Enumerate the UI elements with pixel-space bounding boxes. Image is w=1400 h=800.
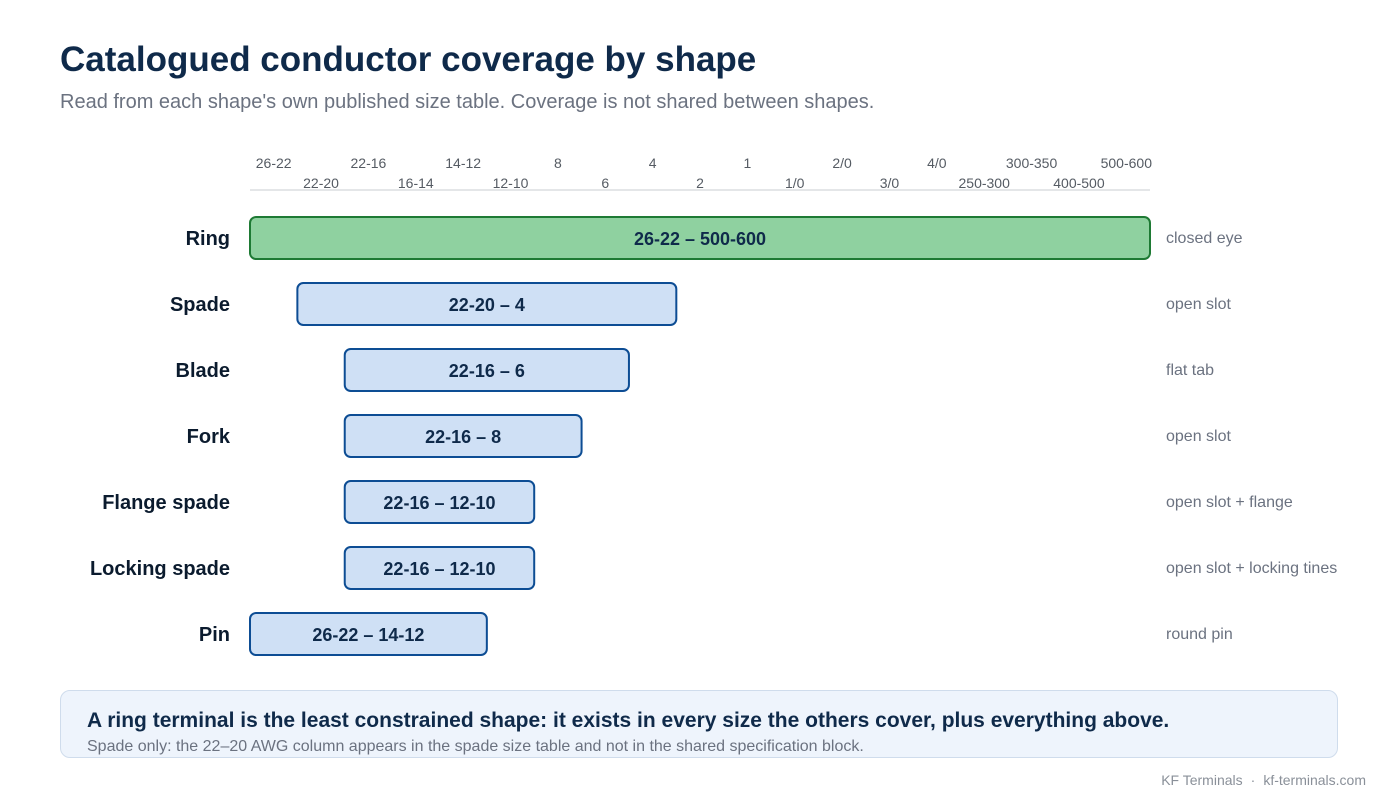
size-tick-label: 1/0	[785, 175, 805, 191]
size-tick-label: 12-10	[493, 175, 529, 191]
range-label: 22-16 – 8	[425, 427, 501, 447]
shape-label: Blade	[176, 360, 230, 382]
shape-note: flat tab	[1166, 362, 1214, 379]
size-tick-label: 2	[696, 175, 704, 191]
range-label: 26-22 – 14-12	[312, 625, 424, 645]
size-tick-label: 14-12	[445, 155, 481, 171]
shape-note: closed eye	[1166, 230, 1243, 247]
size-tick-label: 22-16	[351, 155, 387, 171]
shape-label: Locking spade	[90, 558, 230, 580]
size-tick-label: 2/0	[832, 155, 852, 171]
shape-label: Ring	[186, 228, 230, 250]
page-title: Catalogued conductor coverage by shape	[60, 40, 757, 79]
size-tick-label: 300-350	[1006, 155, 1058, 171]
coverage-bar	[249, 612, 488, 656]
shape-label: Flange spade	[102, 492, 230, 514]
size-tick-label: 8	[554, 155, 562, 171]
size-tick-label: 4/0	[927, 155, 947, 171]
coverage-bar	[343, 414, 583, 458]
range-label: 22-20 – 4	[449, 295, 525, 315]
range-label: 22-16 – 6	[449, 361, 525, 381]
footer: KF Terminals · kf-terminals.com	[1161, 772, 1366, 788]
summary-callout: A ring terminal is the least constrained…	[60, 690, 1338, 758]
size-tick-label: 1	[743, 155, 751, 171]
size-tick-label: 500-600	[1101, 155, 1153, 171]
footer-brand: KF Terminals	[1161, 772, 1243, 788]
shape-note: open slot + locking tines	[1166, 560, 1337, 577]
footer-site[interactable]: kf-terminals.com	[1263, 772, 1366, 788]
callout-note: Spade only: the 22–20 AWG column appears…	[87, 738, 864, 755]
page-subtitle: Read from each shape's own published siz…	[60, 91, 875, 113]
coverage-bar	[249, 216, 1151, 260]
shape-label: Spade	[170, 294, 230, 316]
range-label: 26-22 – 500-600	[634, 229, 766, 249]
callout-headline: A ring terminal is the least constrained…	[87, 709, 1170, 732]
shape-label: Pin	[199, 624, 230, 646]
coverage-chart: 26-22 22-20 22-16 16-14 14-12 12-10 8 6 4 2 1 1/0 2/…	[90, 155, 1337, 656]
shape-note: open slot	[1166, 296, 1231, 313]
range-label: 22-16 – 12-10	[383, 559, 495, 579]
size-tick-label: 26-22	[256, 155, 292, 171]
size-tick-label: 3/0	[880, 175, 900, 191]
shape-note: round pin	[1166, 626, 1233, 643]
coverage-bar	[296, 282, 678, 326]
range-label: 22-16 – 12-10	[383, 493, 495, 513]
footer-separator: ·	[1250, 772, 1256, 788]
shape-label: Fork	[187, 426, 231, 448]
size-tick-label: 4	[649, 155, 657, 171]
size-tick-label: 250-300	[959, 175, 1011, 191]
shape-note: open slot + flange	[1166, 494, 1293, 511]
coverage-bar	[343, 480, 536, 524]
coverage-bar	[343, 546, 536, 590]
size-tick-label: 6	[601, 175, 609, 191]
shape-note: open slot	[1166, 428, 1231, 445]
size-tick-label: 16-14	[398, 175, 434, 191]
size-tick-label: 400-500	[1053, 175, 1105, 191]
coverage-bar	[343, 348, 630, 392]
size-tick-label: 22-20	[303, 175, 339, 191]
